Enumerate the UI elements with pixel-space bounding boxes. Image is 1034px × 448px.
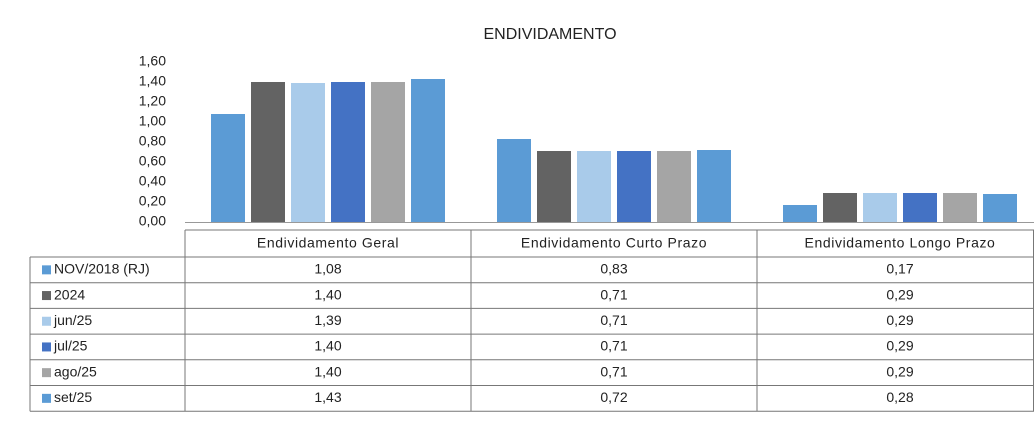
legend-label: set/25 (54, 389, 92, 405)
value-label: 0,71 (600, 363, 627, 379)
legend-swatch (42, 342, 51, 352)
bar (211, 114, 245, 222)
value-label: 1,39 (314, 312, 341, 328)
bar (823, 193, 857, 222)
legend-label: ago/25 (54, 363, 97, 379)
bar (371, 82, 405, 222)
bar (411, 79, 445, 222)
bar (537, 151, 571, 222)
value-label: 0,28 (886, 389, 913, 405)
value-label: 1,40 (314, 338, 341, 354)
value-label: 1,40 (314, 363, 341, 379)
bar (863, 193, 897, 222)
bar (903, 193, 937, 222)
bar (697, 150, 731, 222)
y-tick-label: 0,60 (139, 153, 166, 169)
value-label: 0,29 (886, 363, 913, 379)
value-label: 0,29 (886, 338, 913, 354)
y-tick-label: 1,00 (139, 113, 166, 129)
bar (783, 205, 817, 222)
bar (943, 193, 977, 222)
y-tick-label: 0,80 (139, 133, 166, 149)
bar (617, 151, 651, 222)
bar (331, 82, 365, 222)
bar (251, 82, 285, 222)
x-tick-label: Endividamento Curto Prazo (521, 235, 707, 251)
legend-swatch (42, 368, 51, 378)
y-tick-label: 1,40 (139, 73, 166, 89)
y-tick-label: 1,20 (139, 93, 166, 109)
value-label: 0,29 (886, 312, 913, 328)
bar (291, 83, 325, 222)
value-label: 0,71 (600, 312, 627, 328)
value-label: 0,17 (886, 261, 913, 277)
bar (657, 151, 691, 222)
y-tick-label: 1,60 (139, 53, 166, 69)
y-tick-label: 0,00 (139, 213, 166, 229)
legend-label: jul/25 (53, 338, 88, 354)
bar (497, 139, 531, 222)
legend-label: jun/25 (53, 312, 92, 328)
value-label: 0,71 (600, 338, 627, 354)
value-label: 0,72 (600, 389, 627, 405)
x-tick-label: Endividamento Geral (257, 235, 399, 251)
y-tick-label: 0,40 (139, 173, 166, 189)
bar (983, 194, 1017, 222)
legend-swatch (42, 291, 51, 301)
legend-swatch (42, 265, 51, 275)
legend-swatch (42, 393, 51, 403)
value-label: 0,71 (600, 286, 627, 302)
legend-label: 2024 (54, 286, 85, 302)
value-label: 1,40 (314, 286, 341, 302)
legend-swatch (42, 316, 51, 326)
y-tick-label: 0,20 (139, 193, 166, 209)
x-tick-label: Endividamento Longo Prazo (805, 235, 996, 251)
value-label: 0,29 (886, 286, 913, 302)
value-label: 0,83 (600, 261, 627, 277)
bar (577, 151, 611, 222)
value-label: 1,43 (314, 389, 341, 405)
value-label: 1,08 (314, 261, 341, 277)
legend-label: NOV/2018 (RJ) (54, 261, 150, 277)
chart-title: ENDIVIDAMENTO (483, 26, 616, 43)
